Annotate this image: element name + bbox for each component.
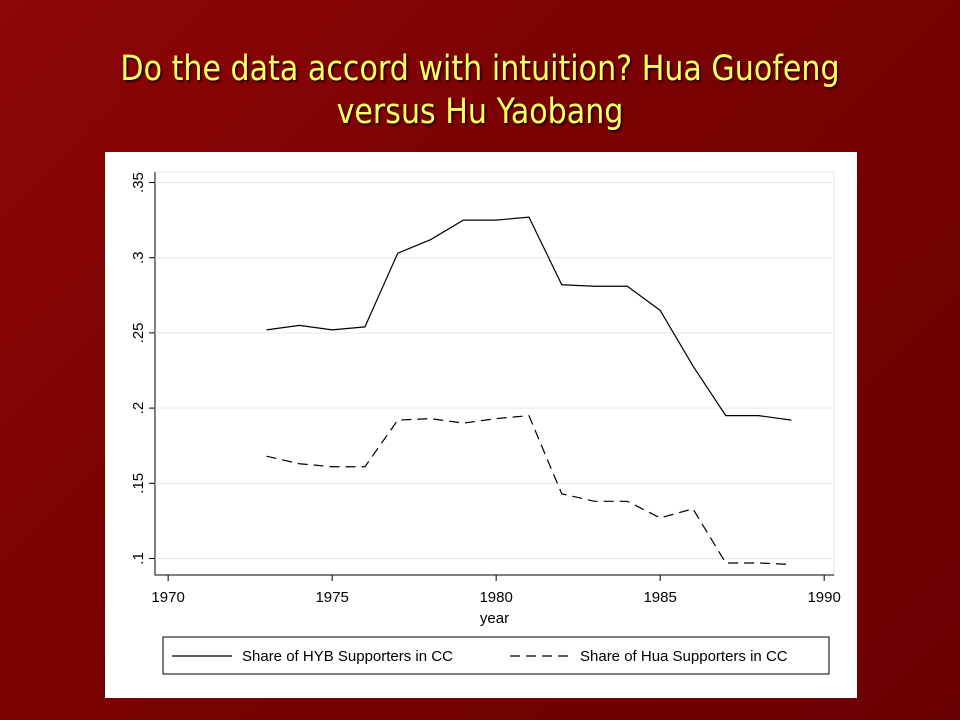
y-tick-label: .25 — [130, 322, 147, 343]
series-line — [266, 216, 792, 421]
x-tick-label: 1975 — [315, 589, 348, 606]
x-tick-label: 1970 — [151, 589, 184, 606]
x-tick-label: 1980 — [479, 589, 512, 606]
slide-title: Do the data accord with intuition? Hua G… — [120, 49, 840, 132]
series-line — [266, 414, 792, 566]
y-tick-label: .35 — [130, 172, 147, 193]
x-tick-label: 1990 — [807, 589, 840, 606]
legend-label: Share of HYB Supporters in CC — [242, 648, 453, 665]
legend-label: Share of Hua Supporters in CC — [580, 648, 788, 665]
x-axis-title: year — [480, 610, 509, 627]
x-tick-label: 1985 — [643, 589, 676, 606]
legend-box — [162, 636, 830, 675]
y-tick-label: .15 — [130, 473, 147, 494]
y-tick-label: .1 — [130, 552, 147, 565]
y-tick-label: .3 — [130, 251, 147, 264]
y-tick-label: .2 — [130, 402, 147, 415]
chart-panel — [105, 152, 857, 698]
